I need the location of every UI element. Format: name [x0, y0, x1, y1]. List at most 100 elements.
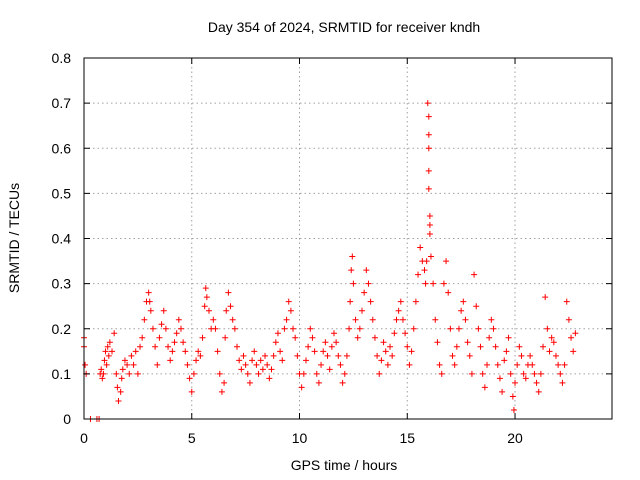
- data-point: [505, 334, 512, 341]
- y-tick-label: 0.5: [52, 185, 72, 201]
- data-point: [339, 379, 346, 386]
- data-point: [195, 348, 202, 355]
- data-point: [253, 361, 260, 368]
- data-point: [234, 343, 241, 350]
- data-point: [103, 361, 110, 368]
- data-point: [281, 325, 288, 332]
- data-point: [274, 330, 281, 337]
- data-point: [188, 388, 195, 395]
- data-point: [445, 289, 452, 296]
- data-point: [432, 316, 439, 323]
- data-point: [361, 289, 368, 296]
- data-point: [102, 348, 109, 355]
- data-points: [81, 100, 579, 422]
- data-point: [408, 348, 415, 355]
- data-point: [186, 375, 193, 382]
- data-point: [443, 258, 450, 265]
- data-point: [173, 330, 180, 337]
- data-point: [507, 370, 514, 377]
- data-point: [320, 348, 327, 355]
- data-point: [227, 303, 234, 310]
- data-point: [199, 334, 206, 341]
- data-point: [202, 285, 209, 292]
- data-point: [262, 352, 269, 359]
- data-point: [255, 370, 262, 377]
- chart-title: Day 354 of 2024, SRMTID for receiver knd…: [208, 19, 480, 35]
- data-point: [124, 361, 131, 368]
- data-point: [126, 370, 133, 377]
- data-point: [533, 379, 540, 386]
- data-point: [572, 330, 579, 337]
- data-point: [162, 325, 169, 332]
- data-point: [246, 379, 253, 386]
- data-point: [422, 280, 429, 287]
- data-point: [251, 348, 258, 355]
- data-point: [307, 325, 314, 332]
- data-point: [421, 267, 428, 274]
- data-point: [548, 334, 555, 341]
- data-point: [473, 303, 480, 310]
- y-tick-label: 0.6: [52, 140, 72, 156]
- data-point: [501, 357, 508, 364]
- data-point: [287, 307, 294, 314]
- data-point: [114, 384, 121, 391]
- data-point: [152, 343, 159, 350]
- data-point: [285, 298, 292, 305]
- data-point: [402, 330, 409, 337]
- data-point: [160, 307, 167, 314]
- data-point: [522, 375, 529, 382]
- data-point: [440, 280, 447, 287]
- data-point: [167, 357, 174, 364]
- data-point: [371, 334, 378, 341]
- data-point: [415, 271, 422, 278]
- data-point: [565, 316, 572, 323]
- data-point: [346, 325, 353, 332]
- data-point: [391, 330, 398, 337]
- data-point: [197, 352, 204, 359]
- data-point: [272, 339, 279, 346]
- data-point: [436, 361, 443, 368]
- data-point: [425, 185, 432, 192]
- data-point: [430, 280, 437, 287]
- data-point: [100, 370, 107, 377]
- data-point: [348, 267, 355, 274]
- data-point: [393, 316, 400, 323]
- data-point: [537, 370, 544, 377]
- x-tick-label: 15: [399, 430, 415, 446]
- data-point: [387, 343, 394, 350]
- data-point: [369, 316, 376, 323]
- data-point: [520, 370, 527, 377]
- data-point: [552, 352, 559, 359]
- data-point: [434, 339, 441, 346]
- data-point: [426, 221, 433, 228]
- data-point: [222, 334, 229, 341]
- data-point: [359, 307, 366, 314]
- data-point: [238, 366, 245, 373]
- data-point: [117, 388, 124, 395]
- data-point: [423, 258, 430, 265]
- x-axis-label: GPS time / hours: [291, 457, 398, 473]
- data-point: [462, 316, 469, 323]
- data-point: [516, 343, 523, 350]
- x-tick-label: 20: [507, 430, 523, 446]
- data-point: [98, 366, 105, 373]
- data-point: [244, 370, 251, 377]
- data-point: [101, 357, 108, 364]
- data-point: [376, 370, 383, 377]
- data-point: [132, 348, 139, 355]
- data-point: [221, 379, 228, 386]
- data-point: [509, 393, 516, 400]
- data-point: [453, 343, 460, 350]
- data-point: [283, 316, 290, 323]
- data-point: [481, 384, 488, 391]
- data-point: [231, 325, 238, 332]
- data-point: [130, 361, 137, 368]
- y-tick-label: 0.2: [52, 321, 72, 337]
- data-point: [169, 348, 176, 355]
- y-tick-label: 0.1: [52, 366, 72, 382]
- data-point: [257, 357, 264, 364]
- data-point: [259, 366, 266, 373]
- data-point: [290, 325, 297, 332]
- data-point: [190, 370, 197, 377]
